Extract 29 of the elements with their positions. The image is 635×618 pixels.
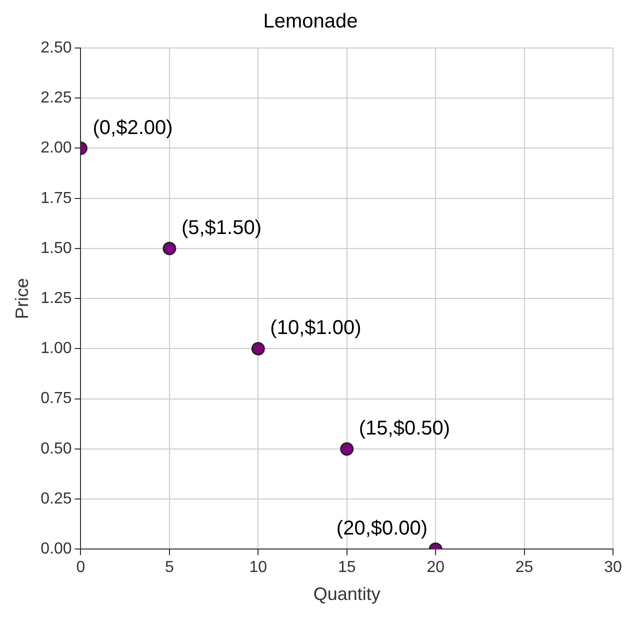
- y-tick-label: 0.75: [40, 390, 72, 408]
- y-tick-label: 1.25: [40, 290, 72, 308]
- y-tick-label: 2.00: [40, 140, 72, 157]
- y-tick-label: 2.25: [40, 90, 72, 107]
- y-axis-title: Price: [12, 278, 32, 320]
- annotation: (20,$0.00): [336, 518, 428, 540]
- y-tick-label: 0.25: [40, 490, 72, 508]
- y-tick-label: 2.50: [40, 39, 72, 56]
- chart-title: Lemonade: [263, 10, 358, 33]
- x-tick-label: 25: [515, 559, 534, 576]
- annotation: (15,$0.50): [358, 417, 450, 440]
- annotation: (5,$1.50): [181, 216, 262, 239]
- y-tick-label: 1.00: [40, 340, 72, 358]
- x-tick-label: 20: [426, 559, 445, 576]
- point: [340, 442, 354, 456]
- x-tick-label: 5: [164, 559, 174, 576]
- x-tick-label: 15: [338, 559, 356, 576]
- x-axis-title: Quantity: [313, 584, 380, 604]
- x-tick-label: 30: [604, 559, 622, 576]
- annotation: (10,$1.00): [270, 317, 362, 340]
- x-tick-label: 0: [76, 559, 86, 576]
- x-tick-label: 10: [249, 559, 268, 576]
- annotation: (0,$2.00): [92, 116, 173, 139]
- point: [162, 242, 176, 256]
- y-tick-label: 0.50: [40, 440, 72, 458]
- y-tick-label: 1.50: [40, 240, 72, 257]
- y-tick-label: 0.00: [40, 540, 72, 558]
- y-tick-label: 1.75: [40, 190, 72, 207]
- point: [251, 342, 265, 356]
